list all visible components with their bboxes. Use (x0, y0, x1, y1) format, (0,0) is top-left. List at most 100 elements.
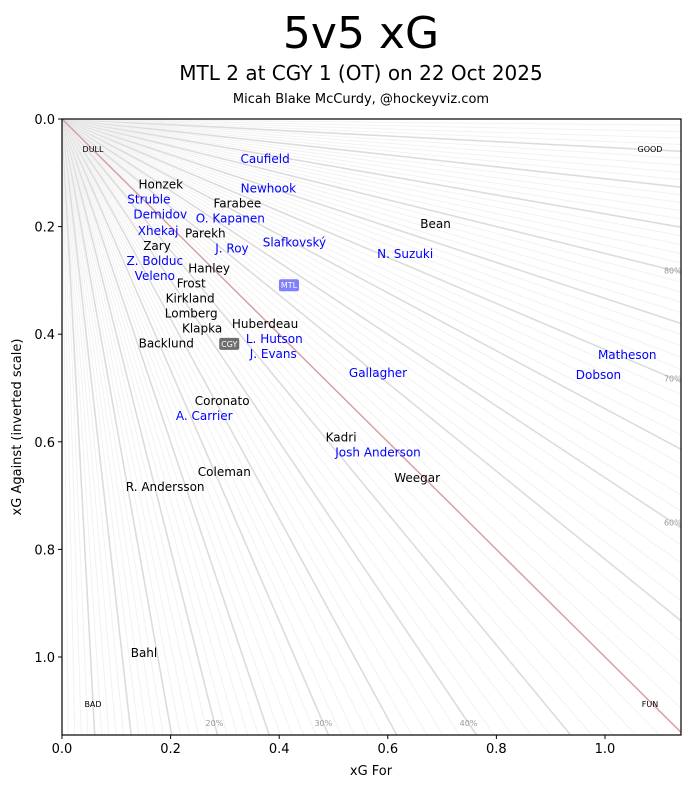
percent-label: 80% (664, 266, 682, 275)
percent-ray (62, 119, 249, 735)
percent-ray (62, 119, 681, 383)
percent-ray (62, 119, 681, 436)
player-label: Coleman (198, 465, 251, 479)
y-axis-label: xG Against (inverted scale) (10, 339, 25, 516)
percent-label: 60% (664, 518, 682, 527)
percent-ray (62, 119, 103, 735)
percent-ray (62, 119, 681, 358)
percent-ray (62, 119, 681, 133)
percent-ray (62, 119, 681, 173)
percent-ray (62, 119, 156, 735)
percent-ray (62, 119, 110, 735)
team-marker-label: MTL (281, 281, 298, 290)
player-label: Zary (143, 239, 171, 253)
percent-ray (62, 119, 681, 212)
percent-ray (62, 119, 383, 735)
percent-ray (62, 119, 681, 450)
percent-ray (62, 119, 681, 422)
percent-ray (62, 119, 681, 709)
player-label: Frost (177, 276, 206, 290)
player-label: Veleno (135, 269, 175, 283)
percent-ray (62, 119, 681, 196)
percent-ray (62, 119, 681, 159)
player-label: Klapka (182, 321, 222, 335)
percent-ray (62, 119, 342, 735)
player-label: Matheson (598, 348, 657, 362)
percent-ray (62, 119, 293, 735)
player-label: Bean (420, 217, 451, 231)
percent-ray (62, 119, 140, 735)
player-label: J. Roy (214, 242, 248, 256)
percent-ray (62, 119, 238, 735)
player-label: Xhekaj (138, 224, 179, 238)
player-label: R. Andersson (126, 480, 205, 494)
player-label: Dobson (576, 368, 621, 382)
percent-ray (62, 119, 181, 735)
percent-ray (62, 119, 681, 220)
corner-label-fun: FUN (642, 700, 658, 709)
player-label: N. Suzuki (377, 247, 433, 261)
chart-credit: Micah Blake McCurdy, @hockeyviz.com (233, 92, 489, 107)
percent-ray (62, 119, 660, 735)
even-diagonal (62, 119, 681, 733)
x-tick-label: 0.0 (52, 742, 73, 757)
player-label: Kirkland (166, 291, 215, 305)
percent-ray (62, 119, 281, 735)
percent-ray (62, 119, 148, 735)
player-label: Kadri (326, 431, 357, 445)
percent-ray (62, 119, 89, 735)
percent-ray (62, 119, 317, 735)
team-marker-box (219, 337, 240, 350)
percent-ray (62, 119, 259, 735)
percent-ray (62, 119, 428, 735)
percent-ray (62, 119, 681, 314)
percent-ray (62, 119, 681, 347)
percent-ray (62, 119, 614, 735)
percent-ray (62, 119, 681, 303)
plot-frame (61, 118, 682, 736)
percent-ray (62, 119, 681, 480)
percent-ray (62, 119, 219, 735)
player-label: Huberdeau (232, 317, 298, 331)
x-tick-label: 0.4 (269, 742, 290, 757)
player-label: Backlund (139, 336, 194, 350)
percent-label: 40% (460, 719, 478, 728)
y-tick-label: 0.2 (34, 221, 55, 236)
percent-ray (62, 119, 681, 564)
player-label: J. Evans (249, 347, 297, 361)
player-label: Hanley (188, 261, 230, 275)
player-label: O. Kapanen (196, 212, 265, 226)
percent-ray (62, 119, 572, 735)
percent-ray (62, 119, 637, 735)
percent-ray (62, 119, 209, 735)
percent-ray (62, 119, 681, 409)
percent-ray (62, 119, 551, 735)
player-label: Honzek (139, 177, 184, 191)
percent-ray (62, 119, 681, 146)
percent-ray (62, 119, 190, 735)
x-tick-label: 0.2 (160, 742, 181, 757)
percent-ray (62, 119, 681, 229)
percent-ray (62, 119, 132, 735)
percent-ray (62, 119, 681, 237)
player-label: L. Hutson (246, 332, 303, 346)
player-label: Parekh (185, 227, 226, 241)
chart-title: 5v5 xG (283, 8, 439, 59)
percent-ray (62, 119, 444, 735)
percent-ray (62, 119, 460, 735)
y-tick-label: 0.4 (34, 328, 55, 343)
percent-label: 20% (206, 719, 224, 728)
percent-ray (62, 119, 681, 602)
x-tick-label: 0.6 (377, 742, 398, 757)
percent-ray (62, 119, 270, 735)
percent-ray (62, 119, 681, 274)
corner-label-good: GOOD (638, 145, 663, 154)
percent-ray (62, 119, 681, 188)
player-label: Z. Bolduc (127, 254, 184, 268)
percent-ray (62, 119, 681, 139)
player-label: Slafkovský (263, 236, 326, 250)
percent-ray (62, 119, 76, 735)
x-tick-label: 1.0 (595, 742, 616, 757)
percent-ray (62, 119, 681, 181)
